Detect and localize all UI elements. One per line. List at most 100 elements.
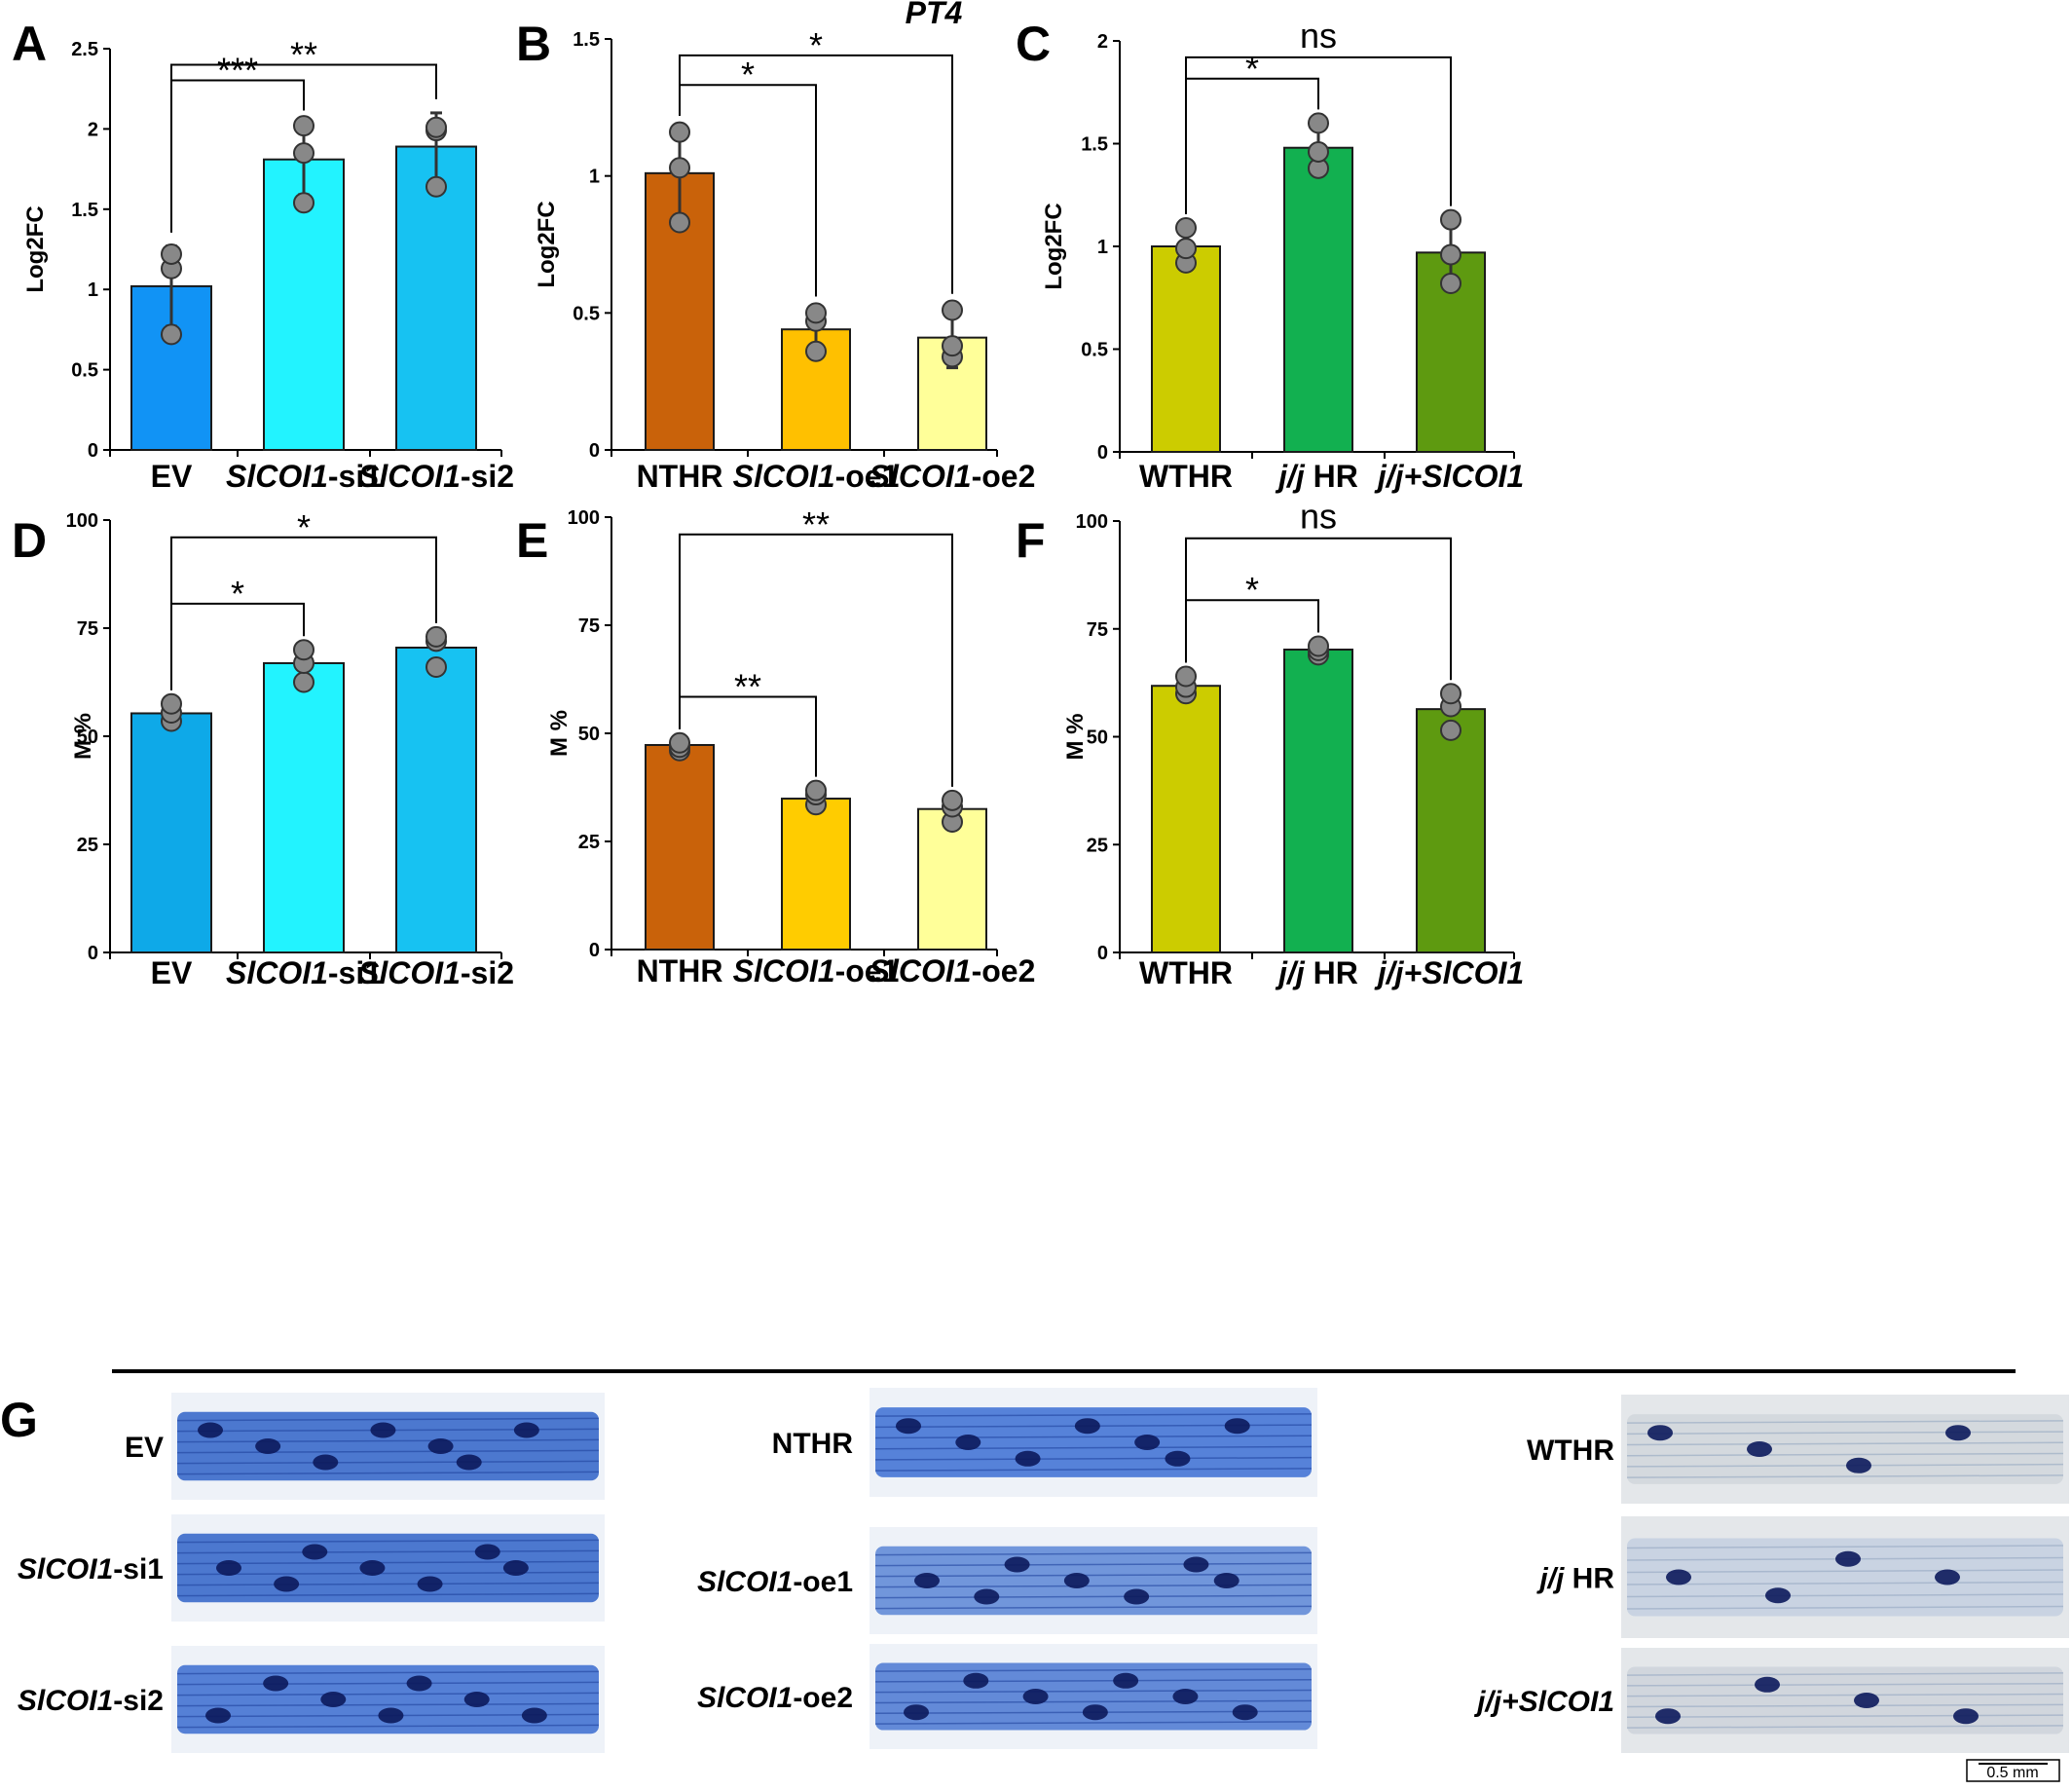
- category-label-part: -si1: [328, 955, 382, 990]
- category-label-part: HR: [1305, 459, 1358, 494]
- arbuscule-stain: [255, 1438, 281, 1454]
- panel-letter: C: [1016, 17, 1051, 71]
- cell-line: [874, 1678, 1313, 1683]
- cell-line: [874, 1456, 1313, 1461]
- cell-line: [874, 1551, 1313, 1556]
- arbuscule-stain: [216, 1560, 241, 1576]
- category-label-part: SlCOI1: [358, 955, 461, 990]
- category-label-part: SlCOI1: [733, 953, 835, 988]
- y-tick-label: 2: [88, 119, 98, 140]
- category-label-part: -oe1: [835, 953, 900, 988]
- y-tick-label: 100: [66, 510, 98, 532]
- bar: [395, 646, 477, 953]
- data-point: [1308, 140, 1329, 163]
- arbuscule-stain: [302, 1544, 328, 1560]
- cell-line: [874, 1721, 1313, 1725]
- cell-line: [874, 1689, 1313, 1694]
- significance-label: **: [290, 34, 317, 74]
- category-label-part: NTHR: [637, 459, 723, 494]
- micrograph-label: NTHR: [772, 1428, 854, 1460]
- cell-line: [176, 1724, 600, 1729]
- cell-line: [874, 1413, 1313, 1417]
- cell-line: [1626, 1569, 2064, 1574]
- category-label-part: j/j+SlCOI1: [1374, 459, 1524, 494]
- cell-line: [1626, 1703, 2064, 1708]
- category-label-part: -si2: [461, 955, 514, 990]
- y-tick-label: 75: [578, 615, 600, 637]
- y-tick-label: 75: [77, 618, 98, 640]
- arbuscule-stain: [904, 1704, 929, 1721]
- cell-line: [874, 1594, 1313, 1599]
- significance-label: *: [1245, 570, 1259, 610]
- data-point: [1440, 243, 1462, 266]
- category-label: NTHR: [637, 459, 723, 494]
- category-label-part: -oe1: [835, 459, 900, 494]
- significance-label: *: [741, 55, 755, 94]
- y-tick-label: 75: [1087, 619, 1108, 641]
- data-point: [942, 789, 963, 811]
- bar: [1283, 649, 1353, 953]
- data-point: [1440, 719, 1462, 741]
- micrograph-label-part: NTHR: [772, 1428, 854, 1460]
- category-label-part: HR: [1305, 955, 1358, 990]
- arbuscule-stain: [521, 1707, 547, 1724]
- cell-line: [1626, 1581, 2064, 1585]
- arbuscule-stain: [974, 1588, 1000, 1605]
- arbuscule-stain: [513, 1422, 539, 1438]
- cell-line: [176, 1471, 600, 1475]
- arbuscule-stain: [1022, 1689, 1049, 1704]
- arbuscule-stain: [1747, 1441, 1772, 1457]
- data-point: [942, 335, 963, 357]
- y-tick-label: 50: [578, 724, 600, 745]
- cell-line: [1626, 1545, 2064, 1549]
- arbuscule-stain: [1082, 1704, 1108, 1721]
- category-label-part: SlCOI1: [870, 953, 972, 988]
- cell-line: [874, 1445, 1313, 1450]
- data-point: [669, 121, 690, 143]
- data-point: [426, 175, 447, 198]
- cell-line: [1626, 1693, 2064, 1697]
- data-point: [1440, 208, 1462, 231]
- category-label-part: j/j: [1275, 459, 1306, 494]
- micrograph-label: SlCOI1-si2: [18, 1685, 164, 1717]
- micrograph-label-part: -oe2: [793, 1682, 853, 1714]
- data-point: [805, 302, 827, 324]
- cell-line: [874, 1699, 1313, 1704]
- arbuscule-stain: [274, 1576, 300, 1592]
- category-label: NTHR: [637, 953, 723, 988]
- category-label-part: SlCOI1: [870, 459, 972, 494]
- category-label-part: -si2: [461, 459, 514, 494]
- micrograph-label: SlCOI1-si1: [18, 1553, 164, 1585]
- y-tick-label: 0: [88, 943, 98, 964]
- arbuscule-stain: [263, 1675, 289, 1692]
- category-label-part: j/j+SlCOI1: [1374, 955, 1524, 990]
- y-tick-label: 25: [578, 832, 600, 853]
- cell-line: [874, 1573, 1313, 1578]
- cell-line: [874, 1435, 1313, 1439]
- cell-line: [1626, 1441, 2064, 1446]
- data-point: [1440, 683, 1462, 705]
- root-tissue: [1627, 1414, 2063, 1484]
- panel-letter: F: [1016, 513, 1046, 568]
- arbuscule-stain: [1846, 1457, 1871, 1473]
- bar: [1416, 708, 1486, 954]
- data-point: [293, 639, 314, 661]
- y-tick-label: 50: [77, 727, 98, 748]
- arbuscule-stain: [427, 1438, 454, 1454]
- data-point: [293, 115, 314, 137]
- category-label: j/j+SlCOI1: [1374, 955, 1524, 990]
- data-point: [161, 692, 182, 715]
- significance-label: *: [1245, 49, 1259, 89]
- micrograph-label-part: SlCOI1: [697, 1682, 793, 1714]
- arbuscule-stain: [417, 1576, 443, 1592]
- chart-panel-f: F 0 25 50 75 100 M % WTHR j/j HR j/j+SlCOI1 * ns: [1016, 497, 1524, 990]
- arbuscule-stain: [1765, 1587, 1791, 1604]
- arbuscule-stain: [359, 1560, 386, 1576]
- y-axis-label: M %: [70, 713, 96, 760]
- significance-label: ns: [1300, 16, 1337, 56]
- category-label: WTHR: [1139, 459, 1233, 494]
- arbuscule-stain: [502, 1560, 529, 1576]
